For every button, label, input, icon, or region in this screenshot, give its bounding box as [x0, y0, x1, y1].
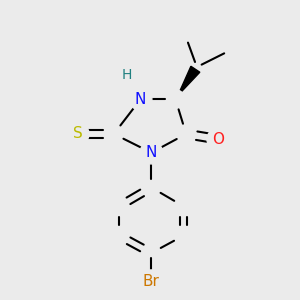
Text: H: H: [122, 68, 132, 82]
Text: N: N: [135, 92, 146, 106]
Circle shape: [207, 128, 230, 151]
Text: O: O: [212, 132, 224, 147]
Text: S: S: [73, 126, 82, 141]
Circle shape: [140, 270, 163, 292]
Text: N: N: [146, 145, 157, 160]
Polygon shape: [181, 66, 200, 91]
Circle shape: [67, 123, 89, 145]
Text: Br: Br: [143, 274, 160, 289]
Circle shape: [116, 64, 139, 86]
Circle shape: [129, 88, 152, 110]
Circle shape: [140, 141, 163, 164]
